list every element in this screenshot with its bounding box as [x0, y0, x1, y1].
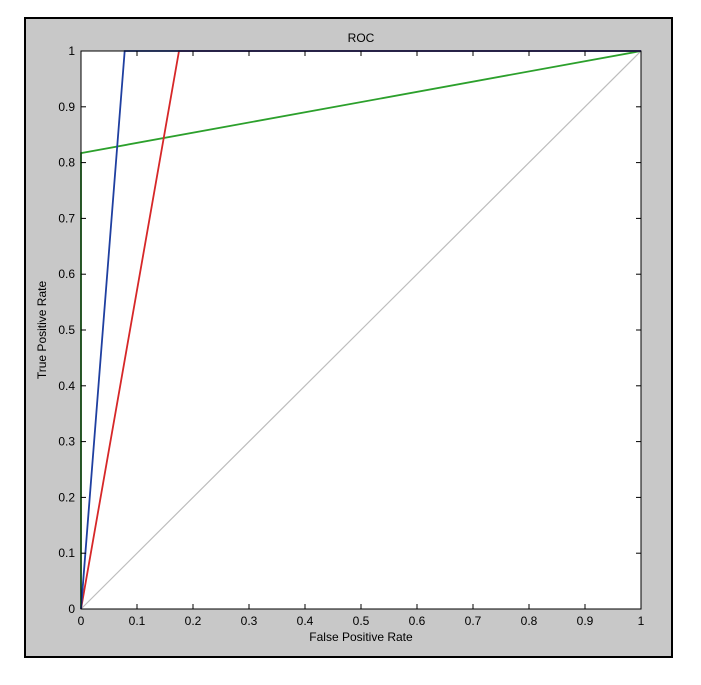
roc-curve-1: [80, 50, 642, 610]
x-tick-label: 0.5: [353, 614, 370, 628]
x-tick-label: 0.3: [241, 614, 258, 628]
y-tick-label: 0.6: [58, 267, 75, 281]
y-tick-label: 0.3: [58, 435, 75, 449]
x-axis: 0 0.1 0.2 0.3 0.4 0.5 0.6 0.7 0.8 0.9 1: [78, 51, 645, 628]
y-tick-label: 0.4: [58, 379, 75, 393]
x-tick-label: 0.6: [409, 614, 426, 628]
y-tick-label: 0.7: [58, 211, 75, 225]
x-tick-label: 0: [78, 614, 85, 628]
x-tick-label: 0.4: [297, 614, 314, 628]
y-tick-label: 0.2: [58, 490, 75, 504]
x-axis-label: False Positive Rate: [309, 630, 413, 644]
y-tick-label: 0.8: [58, 156, 75, 170]
y-axis-label: True Positive Rate: [35, 281, 49, 380]
y-tick-label: 0.5: [58, 323, 75, 337]
y-tick-label: 0.9: [58, 100, 75, 114]
x-tick-label: 0.9: [577, 614, 594, 628]
x-tick-label: 0.7: [465, 614, 482, 628]
x-tick-label: 0.2: [185, 614, 202, 628]
y-tick-label: 0: [68, 602, 75, 616]
chart-title: ROC: [348, 31, 375, 45]
y-tick-label: 0.1: [58, 546, 75, 560]
x-tick-label: 1: [638, 614, 645, 628]
y-axis: 0 0.1 0.2 0.3 0.4 0.5 0.6 0.7 0.8 0.9 1: [58, 44, 641, 616]
x-tick-label: 0.1: [129, 614, 146, 628]
y-tick-label: 1: [68, 44, 75, 58]
x-tick-label: 0.8: [521, 614, 538, 628]
